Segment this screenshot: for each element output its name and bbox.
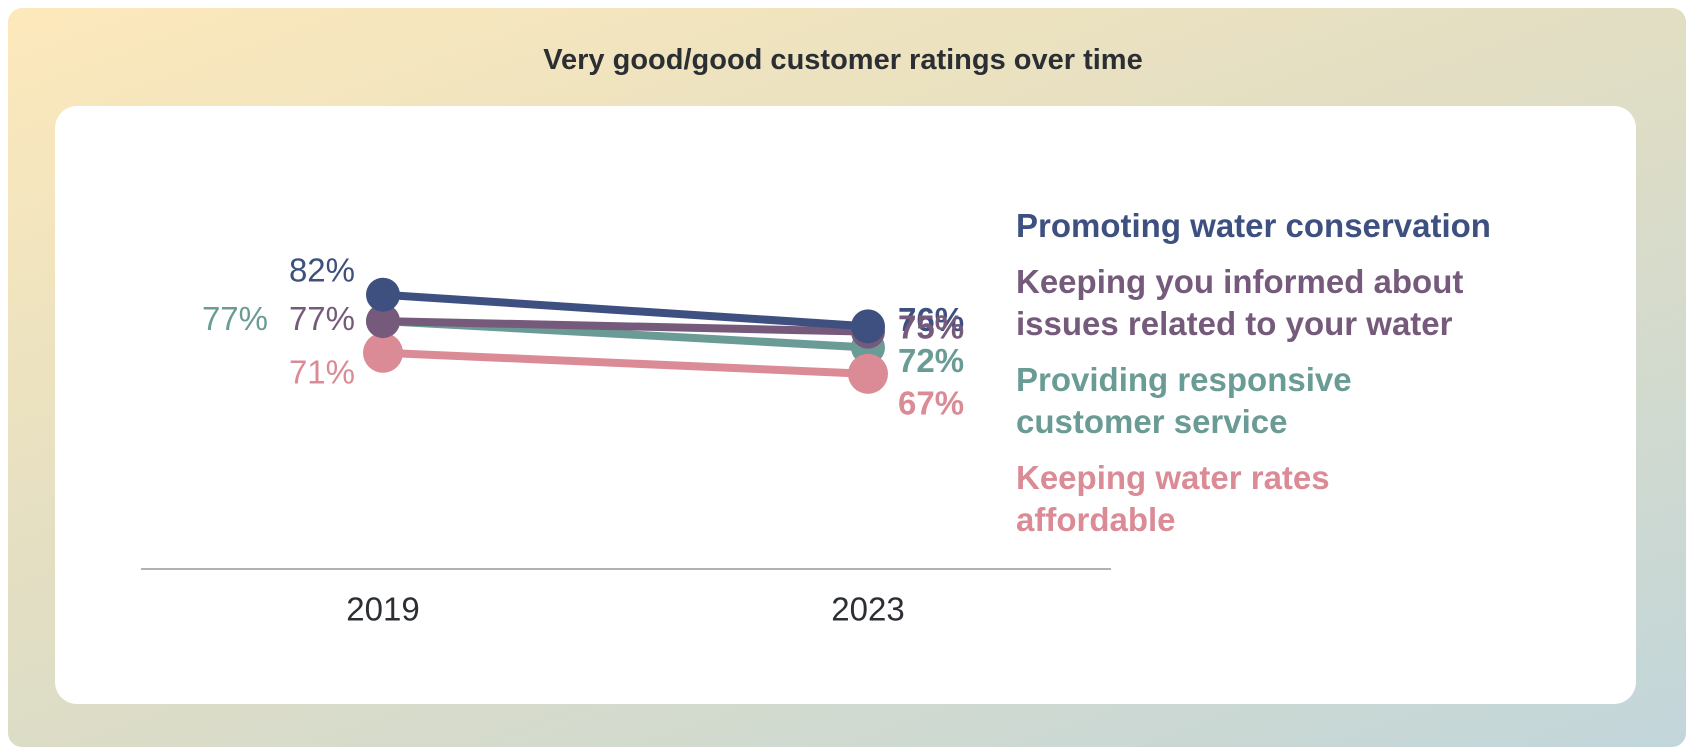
legend-entry: Promoting water conservation (1016, 207, 1491, 244)
data-label: 82% (289, 251, 355, 288)
legend-entry: Keeping water rates affordable (1016, 459, 1330, 538)
data-label: 76% (898, 301, 964, 338)
card (55, 106, 1636, 704)
point (363, 332, 403, 373)
data-label: 67% (898, 385, 964, 422)
legend-entry: Providing responsive customer service (1016, 361, 1352, 440)
point (848, 353, 888, 394)
x-tick-label: 2023 (831, 591, 904, 628)
data-label: 72% (898, 342, 964, 379)
line (382, 348, 869, 378)
data-label: 71% (289, 353, 355, 390)
x-tick-label: 2019 (346, 591, 419, 628)
point (366, 277, 400, 312)
legend-entry: Keeping you informed about issues relate… (1016, 263, 1464, 342)
data-label: 75% (898, 308, 964, 345)
line (382, 317, 869, 336)
legend: Promoting water conservation Keeping you … (1016, 205, 1596, 555)
data-label: 77% (289, 300, 355, 337)
chart-title: Very good/good customer ratings over tim… (543, 44, 1143, 76)
line (382, 290, 869, 331)
point (851, 309, 885, 344)
data-label: 77% (202, 300, 268, 337)
point (366, 304, 400, 339)
